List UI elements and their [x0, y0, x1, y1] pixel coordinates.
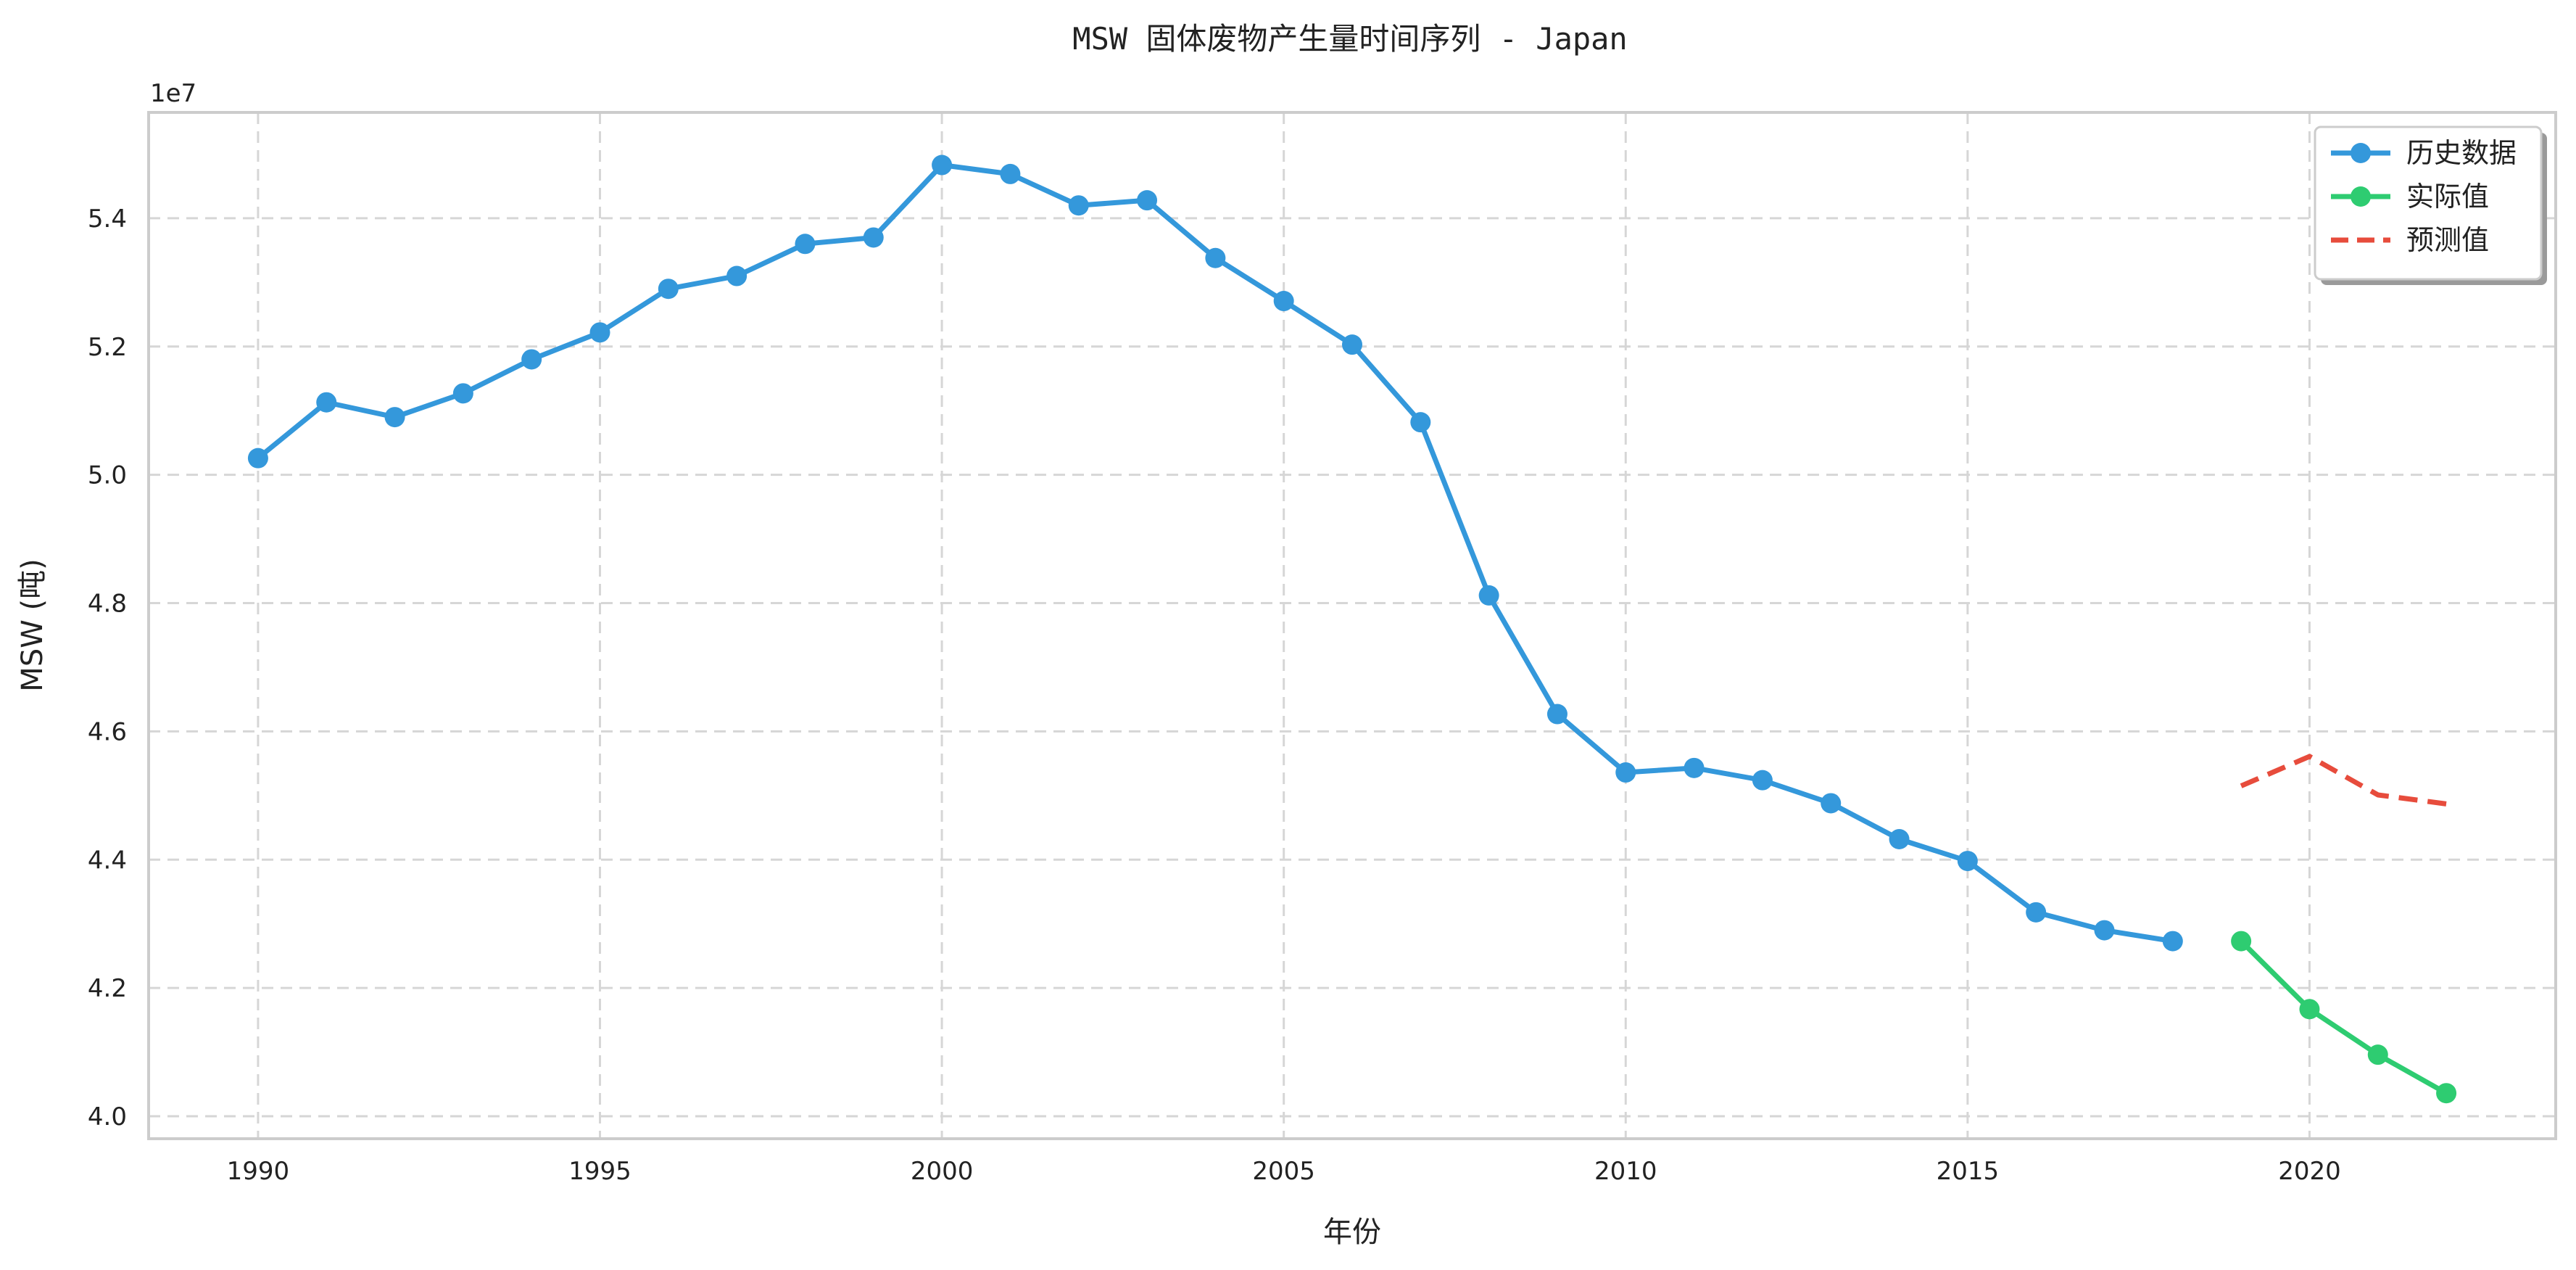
data-point	[1137, 190, 1158, 211]
legend-marker	[2351, 186, 2371, 207]
data-point	[1752, 770, 1773, 791]
data-point	[1683, 757, 1705, 778]
y-tick-label: 5.4	[88, 205, 127, 234]
x-tick-label: 2010	[1594, 1157, 1657, 1186]
legend-item: 历史数据	[2331, 137, 2517, 169]
data-point	[932, 154, 953, 176]
y-tick-label: 4.8	[88, 590, 127, 619]
y-tick-label: 4.2	[88, 974, 127, 1003]
series-line	[2238, 939, 2449, 1096]
data-point	[316, 392, 337, 413]
data-point	[2299, 999, 2320, 1020]
data-point	[589, 322, 610, 343]
data-point	[2094, 920, 2115, 941]
x-tick-label: 2000	[911, 1157, 974, 1186]
y-tick-label: 4.6	[88, 717, 127, 746]
series-line	[2240, 754, 2447, 807]
data-point	[1273, 291, 1294, 312]
y-tick-label: 4.4	[88, 846, 127, 875]
data-point	[2231, 931, 2252, 952]
legend-item: 预测值	[2331, 224, 2489, 256]
series-line	[255, 162, 2176, 944]
data-point	[1889, 828, 1910, 849]
data-point	[452, 383, 473, 404]
x-tick-label: 2020	[2278, 1157, 2341, 1186]
plot-frame	[147, 111, 2557, 1140]
data-point	[247, 448, 268, 469]
legend-marker	[2351, 143, 2371, 163]
data-point	[726, 265, 747, 286]
y-tick-label: 4.0	[88, 1102, 127, 1131]
legend-label: 历史数据	[2406, 137, 2517, 169]
data-point	[2367, 1044, 2388, 1065]
data-point	[1205, 247, 1226, 268]
data-point	[1546, 704, 1567, 725]
y-tick-label: 5.0	[88, 461, 127, 490]
series-1	[2231, 931, 2457, 1104]
data-point	[658, 279, 679, 300]
data-point	[1342, 334, 1362, 355]
legend-label: 预测值	[2406, 224, 2489, 256]
data-point	[1957, 851, 1978, 872]
x-tick-label: 1995	[568, 1157, 631, 1186]
y-tick-label: 5.2	[88, 333, 127, 362]
series-layer	[247, 154, 2457, 1104]
x-tick-label: 1990	[227, 1157, 290, 1186]
legend-item: 实际值	[2331, 181, 2489, 213]
data-point	[863, 227, 884, 248]
x-tick-label: 2015	[1937, 1157, 2000, 1186]
data-point	[1410, 412, 1431, 433]
data-point	[1615, 762, 1636, 783]
series-0	[247, 154, 2183, 952]
grid-layer	[149, 112, 2556, 1139]
tick-layer: 1990 1995 2000 2005 2010 2015 2020 4.0 4.2 4.4 4.6…	[88, 205, 2341, 1186]
y-axis-offset-label: 1e7	[150, 79, 196, 108]
x-axis-label: 年份	[1323, 1216, 1381, 1249]
legend-label: 实际值	[2406, 181, 2489, 213]
data-point	[2026, 902, 2047, 923]
chart-title: MSW 固体废物产生量时间序列 - Japan	[1072, 21, 1627, 57]
series-2	[2240, 754, 2447, 807]
data-point	[795, 234, 816, 255]
data-point	[521, 349, 542, 370]
y-axis-label: MSW (吨)	[16, 558, 49, 691]
data-point	[1068, 195, 1089, 216]
data-point	[2436, 1083, 2457, 1104]
data-point	[1821, 793, 1842, 814]
x-tick-label: 2005	[1252, 1157, 1315, 1186]
data-point	[2162, 931, 2183, 952]
data-point	[1478, 585, 1499, 606]
data-point	[1000, 163, 1021, 184]
data-point	[384, 407, 405, 428]
